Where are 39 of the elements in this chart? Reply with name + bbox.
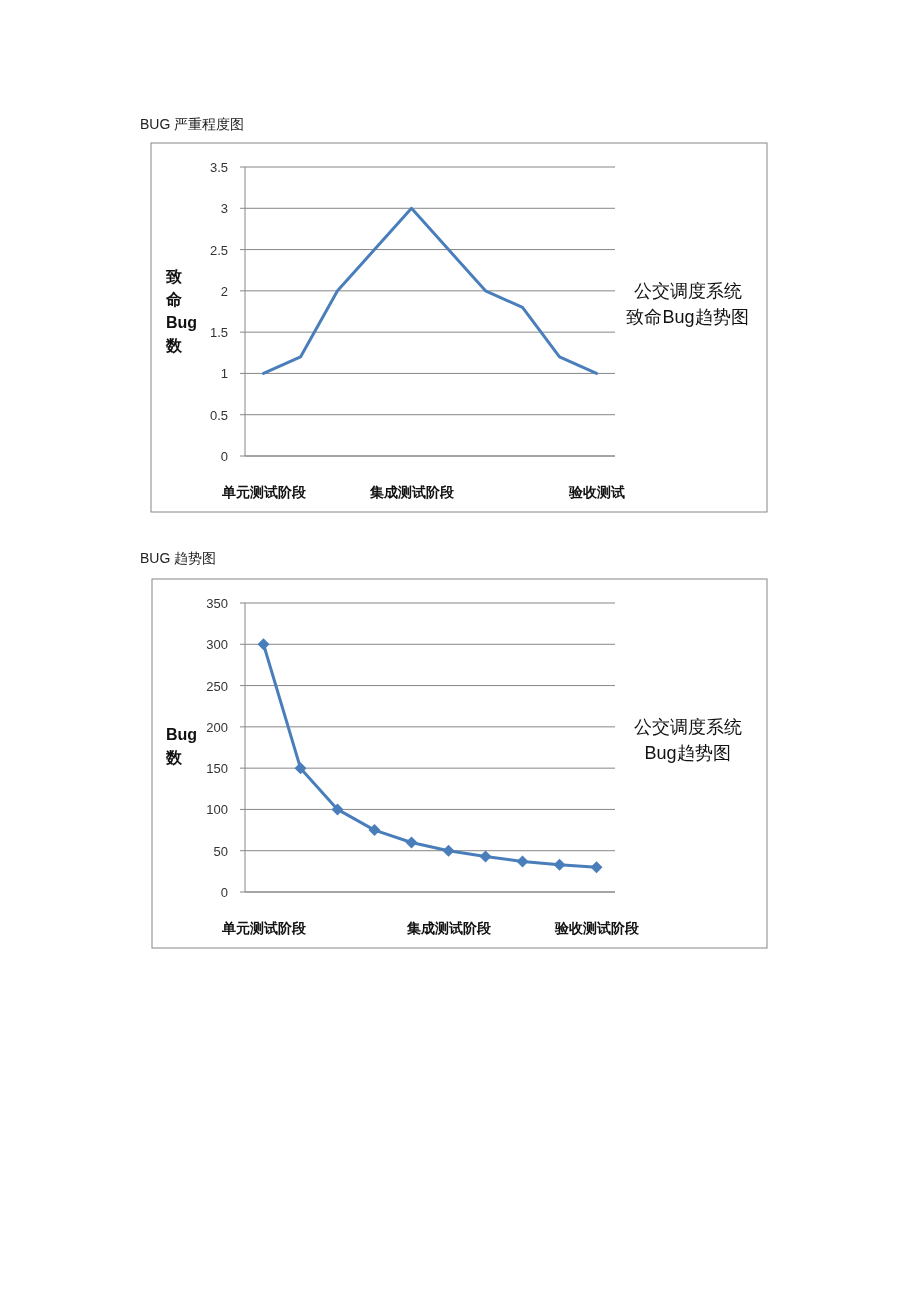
- y-tick-label: 0: [220, 885, 228, 900]
- x-tick-label: 验收测试阶段: [553, 920, 640, 936]
- y-tick-label: 300: [206, 637, 228, 653]
- point: [294, 762, 307, 775]
- y-tick-label: 3.5: [209, 160, 228, 175]
- y-tick-label: 50: [213, 843, 228, 859]
- y-tick-label: 3: [220, 201, 228, 217]
- y-tick-label: 200: [206, 719, 228, 735]
- point: [590, 861, 603, 874]
- y-tick-label: 1.5: [209, 325, 228, 341]
- chart-title: BUG 趋势图: [140, 550, 217, 566]
- x-tick-label: 集成测试阶段: [368, 484, 455, 500]
- point: [257, 638, 270, 651]
- point: [331, 803, 344, 816]
- x-tick-label: 验收测试: [567, 484, 625, 500]
- chart-title: BUG 严重程度图: [140, 116, 245, 132]
- point: [442, 844, 455, 857]
- y-tick-label: 0.5: [209, 407, 228, 423]
- point: [553, 858, 566, 871]
- y-tick-label: 1: [220, 366, 228, 382]
- y-tick-label: 350: [206, 596, 228, 611]
- x-tick-label: 单元测试阶段: [220, 920, 307, 936]
- y-tick-label: 0: [220, 449, 228, 464]
- point: [368, 824, 381, 837]
- y-tick-label: 100: [206, 802, 228, 818]
- point: [516, 855, 529, 868]
- y-tick-label: 2: [220, 283, 228, 299]
- y-axis-title: 致命Bug数: [165, 267, 198, 354]
- y-tick-label: 2.5: [209, 242, 228, 258]
- y-axis-title: Bug数: [165, 725, 198, 766]
- x-tick-label: 单元测试阶段: [220, 484, 307, 500]
- text: 公交调度系统致命Bug趋势图: [625, 279, 750, 329]
- line-series: [262, 206, 598, 375]
- text: 公交调度系统Bug趋势图: [632, 715, 743, 765]
- x-tick-label: 集成测试阶段: [405, 920, 492, 936]
- point: [405, 836, 418, 849]
- point: [479, 850, 492, 863]
- y-tick-label: 150: [206, 761, 228, 777]
- y-tick-label: 250: [206, 678, 228, 694]
